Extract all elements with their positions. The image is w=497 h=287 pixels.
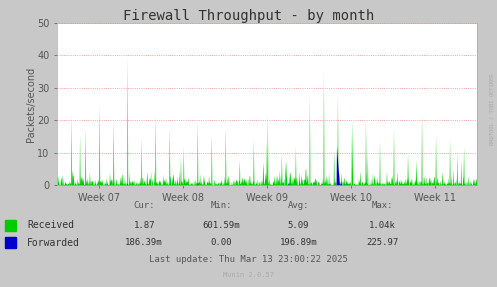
Text: 186.39m: 186.39m	[125, 238, 163, 247]
Text: 601.59m: 601.59m	[202, 221, 240, 230]
Y-axis label: Packets/second: Packets/second	[26, 66, 36, 142]
Text: Forwarded: Forwarded	[27, 238, 80, 247]
Text: Min:: Min:	[210, 201, 232, 210]
Text: 1.04k: 1.04k	[369, 221, 396, 230]
Text: Max:: Max:	[372, 201, 394, 210]
Text: RRDTOOL / TOBI OETIKER: RRDTOOL / TOBI OETIKER	[489, 73, 494, 145]
Text: 225.97: 225.97	[367, 238, 399, 247]
Text: 5.09: 5.09	[287, 221, 309, 230]
Text: Cur:: Cur:	[133, 201, 155, 210]
Text: Munin 2.0.57: Munin 2.0.57	[223, 272, 274, 278]
Text: 0.00: 0.00	[210, 238, 232, 247]
Text: Firewall Throughput - by month: Firewall Throughput - by month	[123, 9, 374, 23]
Text: Avg:: Avg:	[287, 201, 309, 210]
Text: Received: Received	[27, 220, 75, 230]
Text: 196.89m: 196.89m	[279, 238, 317, 247]
Text: 1.87: 1.87	[133, 221, 155, 230]
Text: Last update: Thu Mar 13 23:00:22 2025: Last update: Thu Mar 13 23:00:22 2025	[149, 255, 348, 264]
